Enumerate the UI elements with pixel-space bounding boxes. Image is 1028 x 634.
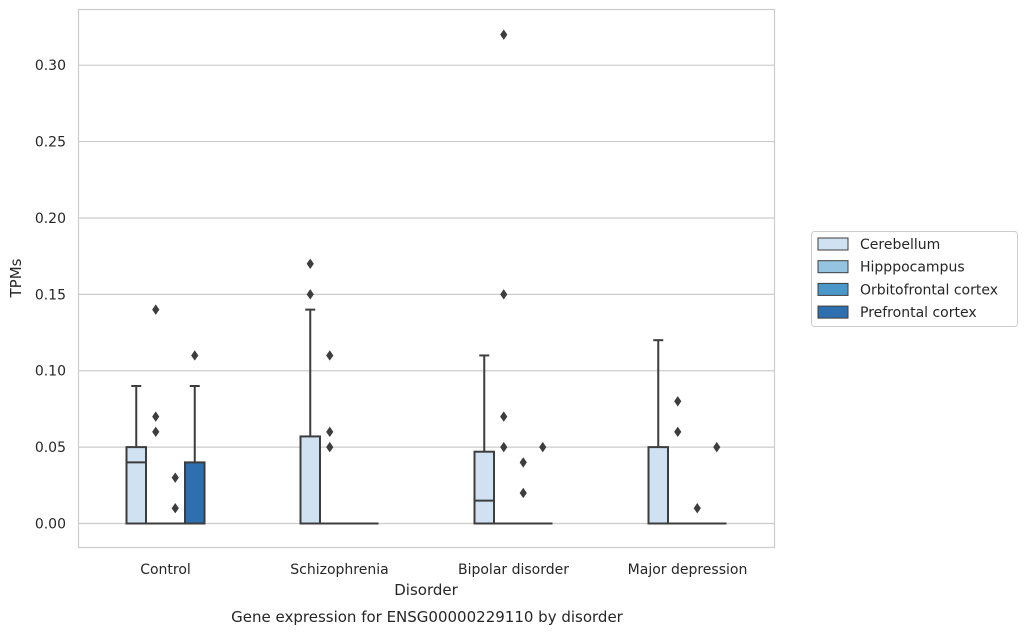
y-tick-label: 0.25 xyxy=(35,135,66,151)
legend-swatch xyxy=(817,237,849,251)
outlier-point xyxy=(306,258,314,269)
outlier-point xyxy=(519,487,527,499)
box-body xyxy=(125,446,147,525)
outlier-point xyxy=(693,503,701,514)
box xyxy=(647,339,669,525)
outlier-point xyxy=(171,472,179,483)
box xyxy=(473,354,495,525)
box xyxy=(494,29,514,525)
outlier-point xyxy=(171,503,179,514)
legend-frame xyxy=(811,231,1018,327)
y-tick-label: 0.05 xyxy=(35,440,66,456)
x-axis-label: Disorder xyxy=(394,581,458,599)
x-tick-label: Major depression xyxy=(628,562,748,578)
series-cerebellum xyxy=(125,258,669,525)
outlier-point xyxy=(500,411,508,422)
box xyxy=(707,441,727,525)
box-body xyxy=(184,461,206,525)
legend-label: Cerebellum xyxy=(860,237,940,253)
plot-area-frame xyxy=(77,8,776,549)
box xyxy=(299,258,321,525)
box xyxy=(533,441,553,525)
box-body xyxy=(473,450,495,525)
box xyxy=(513,457,533,525)
outlier-point xyxy=(519,457,527,468)
box xyxy=(668,396,688,525)
outlier-point xyxy=(326,441,334,453)
series-hipppocampus xyxy=(146,29,688,525)
outlier-point xyxy=(326,426,334,438)
box xyxy=(165,472,185,525)
y-tick-labels: 0.00 0.05 0.10 0.15 0.20 0.25 0.30 xyxy=(35,58,66,532)
outlier-point xyxy=(152,304,160,315)
legend-swatch xyxy=(817,260,849,274)
outlier-point xyxy=(152,426,160,438)
y-tick-label: 0.30 xyxy=(35,58,66,74)
outlier-point xyxy=(191,350,199,361)
legend-swatch xyxy=(817,305,849,319)
outlier-point xyxy=(500,441,508,453)
box xyxy=(320,350,340,525)
y-tick-label: 0.15 xyxy=(35,287,66,303)
y-tick-label: 0.10 xyxy=(35,364,66,380)
outlier-point xyxy=(306,289,314,300)
legend-swatch xyxy=(817,282,849,296)
box-body xyxy=(299,435,321,525)
outlier-point xyxy=(152,411,160,422)
box-body xyxy=(647,446,669,525)
box-series-group xyxy=(125,29,727,525)
x-tick-labels: Control Schizophrenia Bipolar disorder Majo… xyxy=(140,562,747,578)
x-tick-label: Control xyxy=(140,562,191,578)
x-tick-label: Bipolar disorder xyxy=(458,562,569,578)
legend: Cerebellum Hipppocampus Orbitofrontal cort… xyxy=(811,231,1018,327)
outlier-point xyxy=(500,289,508,300)
legend-label: Hipppocampus xyxy=(860,260,965,276)
box xyxy=(184,350,206,525)
y-axis-label: TPMs xyxy=(7,258,25,298)
box xyxy=(125,385,147,525)
outlier-point xyxy=(326,350,334,361)
legend-label: Prefrontal cortex xyxy=(860,305,977,321)
box xyxy=(687,503,707,525)
outlier-point xyxy=(674,396,682,407)
outlier-point xyxy=(539,441,547,453)
legend-label: Orbitofrontal cortex xyxy=(860,282,998,298)
series-prefrontal-cortex xyxy=(184,350,727,525)
outlier-point xyxy=(500,29,508,40)
y-tick-label: 0.00 xyxy=(35,517,66,533)
chart-title: Gene expression for ENSG00000229110 by d… xyxy=(231,608,624,626)
outlier-point xyxy=(713,441,721,453)
box xyxy=(146,304,166,525)
outlier-point xyxy=(674,426,682,438)
x-tick-label: Schizophrenia xyxy=(290,562,388,578)
y-tick-label: 0.20 xyxy=(35,211,66,227)
series-orbitofrontal-cortex xyxy=(165,457,707,525)
